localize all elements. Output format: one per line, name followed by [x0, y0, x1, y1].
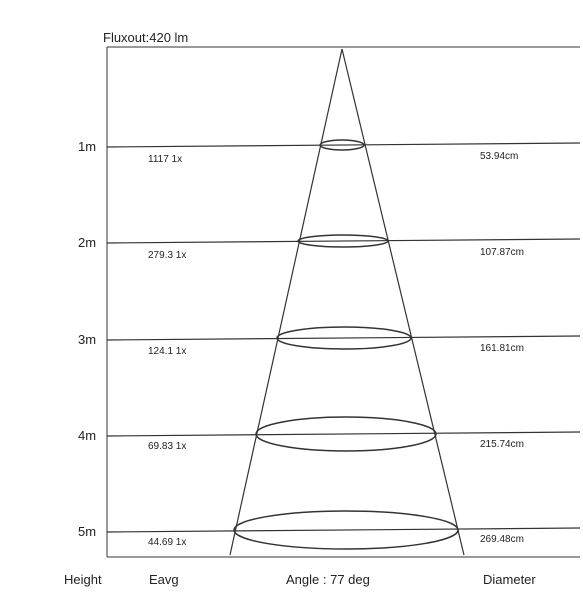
eavg-value-1m: 1117 1x	[148, 154, 183, 165]
diameter-value-2m: 107.87cm	[480, 247, 524, 258]
distance-line-4m	[106, 431, 581, 437]
cone-right-edge	[341, 48, 465, 556]
diameter-column-heading: Diameter	[483, 572, 536, 587]
beam-ellipse-4m	[255, 416, 437, 452]
diameter-value-5m: 269.48cm	[480, 534, 524, 545]
distance-line-2m	[106, 238, 581, 244]
distance-line-3m	[106, 335, 581, 341]
height-label-2m: 2m	[78, 235, 97, 250]
height-column-heading: Height	[64, 572, 102, 587]
eavg-value-5m: 44.69 1x	[148, 537, 187, 548]
beam-ellipse-3m	[276, 326, 412, 350]
height-label-3m: 3m	[78, 332, 97, 347]
eavg-column-heading: Eavg	[149, 572, 179, 587]
diameter-value-4m: 215.74cm	[480, 439, 524, 450]
eavg-value-2m: 279.3 1x	[148, 250, 187, 261]
eavg-value-4m: 69.83 1x	[148, 441, 187, 452]
height-label-5m: 5m	[78, 524, 97, 539]
beam-ellipse-1m	[319, 139, 365, 151]
beam-ellipse-5m	[233, 510, 459, 550]
distance-line-1m	[106, 142, 581, 148]
flux-title: Fluxout:420 lm	[103, 30, 189, 45]
cone-left-edge	[229, 48, 343, 556]
distance-line-5m	[106, 527, 581, 533]
diameter-value-3m: 161.81cm	[480, 343, 524, 354]
height-label-1m: 1m	[78, 139, 97, 154]
eavg-value-3m: 124.1 1x	[148, 346, 187, 357]
diameter-value-1m: 53.94cm	[480, 151, 519, 162]
height-label-4m: 4m	[78, 428, 97, 443]
beam-angle-label: Angle : 77 deg	[286, 572, 370, 587]
beam-ellipse-2m	[297, 234, 389, 248]
